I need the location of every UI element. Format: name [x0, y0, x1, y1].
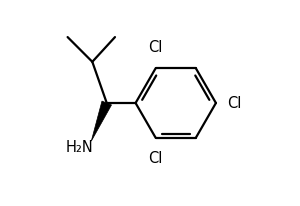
Polygon shape	[91, 101, 112, 141]
Text: Cl: Cl	[148, 40, 163, 55]
Text: H₂N: H₂N	[65, 140, 93, 155]
Text: Cl: Cl	[227, 96, 242, 110]
Text: Cl: Cl	[148, 151, 163, 166]
